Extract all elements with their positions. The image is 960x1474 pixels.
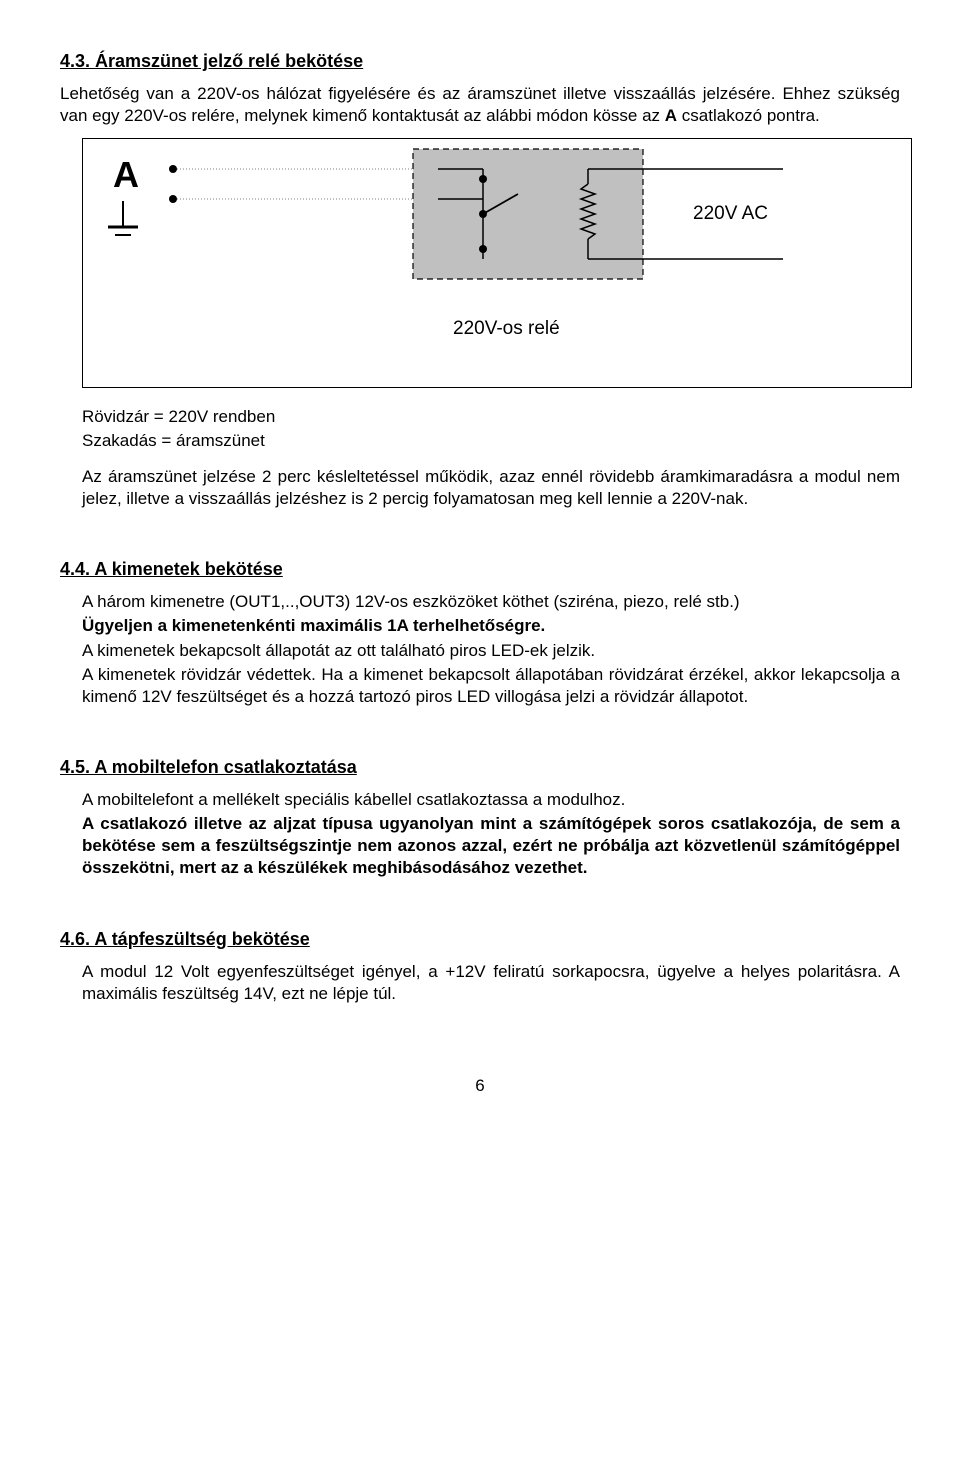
bold-a: A (665, 106, 677, 125)
paragraph-4-4-2: Ügyeljen a kimenetenkénti maximális 1A t… (82, 615, 900, 637)
diagram-label-a: A (113, 154, 139, 195)
paragraph-4-5-2: A csatlakozó illetve az aljzat típusa ug… (82, 813, 900, 879)
relay-diagram: A (82, 138, 912, 388)
diagram-legend-break: Szakadás = áramszünet (82, 430, 900, 452)
heading-4-4: 4.4. A kimenetek bekötése (60, 558, 900, 581)
heading-4-6: 4.6. A tápfeszültség bekötése (60, 928, 900, 951)
diagram-label-rele: 220V-os relé (453, 318, 560, 339)
heading-4-3: 4.3. Áramszünet jelző relé bekötése (60, 50, 900, 73)
paragraph-4-4-1: A három kimenetre (OUT1,..,OUT3) 12V-os … (82, 591, 900, 613)
paragraph-4-5-1: A mobiltelefont a mellékelt speciális ká… (82, 789, 900, 811)
text: csatlakozó pontra. (677, 106, 820, 125)
page-number: 6 (60, 1075, 900, 1097)
heading-4-5: 4.5. A mobiltelefon csatlakoztatása (60, 756, 900, 779)
paragraph-4-4-4: A kimenetek rövidzár védettek. Ha a kime… (82, 664, 900, 708)
paragraph-4-6-1: A modul 12 Volt egyenfeszültséget igénye… (82, 961, 900, 1005)
diagram-legend-short: Rövidzár = 220V rendben (82, 406, 900, 428)
paragraph-4-3-2: Az áramszünet jelzése 2 perc késleltetés… (82, 466, 900, 510)
paragraph-4-3-1: Lehetőség van a 220V-os hálózat figyelés… (60, 83, 900, 127)
paragraph-4-4-3: A kimenetek bekapcsolt állapotát az ott … (82, 640, 900, 662)
diagram-svg: A (83, 139, 909, 385)
diagram-label-220vac: 220V AC (693, 203, 768, 224)
